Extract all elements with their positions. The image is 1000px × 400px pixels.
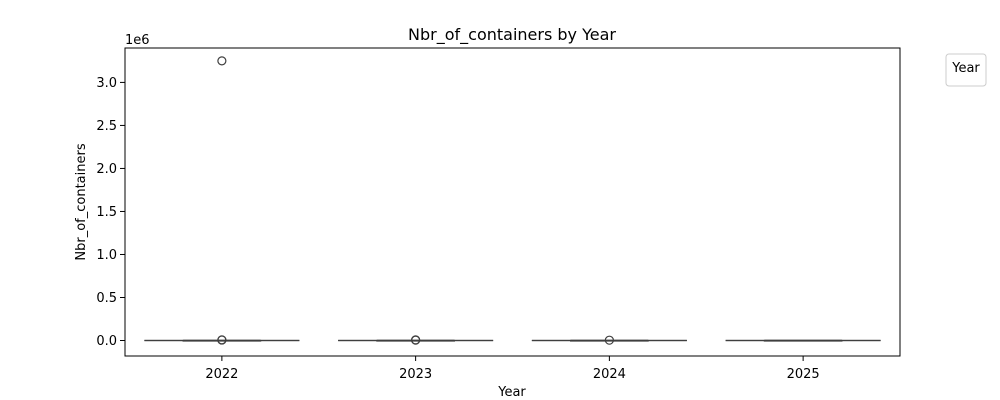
y-tick-label: 1.0 <box>96 248 117 263</box>
x-tick-label: 2025 <box>787 367 820 382</box>
legend-title: Year <box>951 61 980 76</box>
outlier-point <box>217 335 227 345</box>
y-tick-label: 0.5 <box>96 291 117 306</box>
legend: Year <box>945 53 987 87</box>
y-tick-label: 0.0 <box>96 334 117 349</box>
legend-box <box>945 53 987 87</box>
x-tick-label: 2023 <box>399 367 432 382</box>
y-tick-label: 2.5 <box>96 119 117 134</box>
x-tick-label: 2022 <box>205 367 238 382</box>
plot-area <box>124 47 901 357</box>
box-series <box>144 56 881 345</box>
y-tick-label: 1.5 <box>96 205 117 220</box>
x-tick-label: 2024 <box>593 367 626 382</box>
y-axis-label: Nbr_of_containers <box>74 143 89 260</box>
x-axis-label: Year <box>497 385 526 400</box>
y-tick-label: 2.0 <box>96 162 117 177</box>
x-axis: 2022 2023 2024 2025 <box>205 356 820 382</box>
y-axis: 0.0 0.5 1.0 1.5 2.0 2.5 3.0 <box>96 76 125 349</box>
box-2024 <box>531 335 687 345</box>
box-2022 <box>144 56 300 345</box>
y-scale-offset-label: 1e6 <box>125 33 150 48</box>
y-tick-label: 3.0 <box>96 76 117 91</box>
box-2025 <box>725 339 881 342</box>
box-2023 <box>338 335 494 345</box>
outlier-point <box>604 335 614 345</box>
chart-title: Nbr_of_containers by Year <box>408 25 616 45</box>
outlier-point <box>411 335 421 345</box>
outlier-point <box>217 56 227 66</box>
